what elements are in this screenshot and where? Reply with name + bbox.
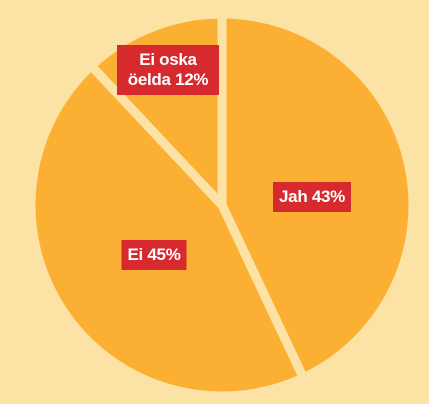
category-name: Ei bbox=[127, 245, 143, 264]
value-label: 43% bbox=[311, 187, 345, 206]
value-label: 12% bbox=[175, 70, 209, 89]
category-name: Jah bbox=[279, 187, 308, 206]
slice-label: Ei 45% bbox=[121, 240, 187, 270]
slice-label: Jah 43% bbox=[273, 182, 351, 212]
pie-slice bbox=[26, 61, 308, 401]
value-label: 45% bbox=[147, 245, 181, 264]
slice-label: Ei oska öelda 12% bbox=[117, 45, 219, 95]
category-name: Ei oska öelda bbox=[127, 50, 197, 89]
